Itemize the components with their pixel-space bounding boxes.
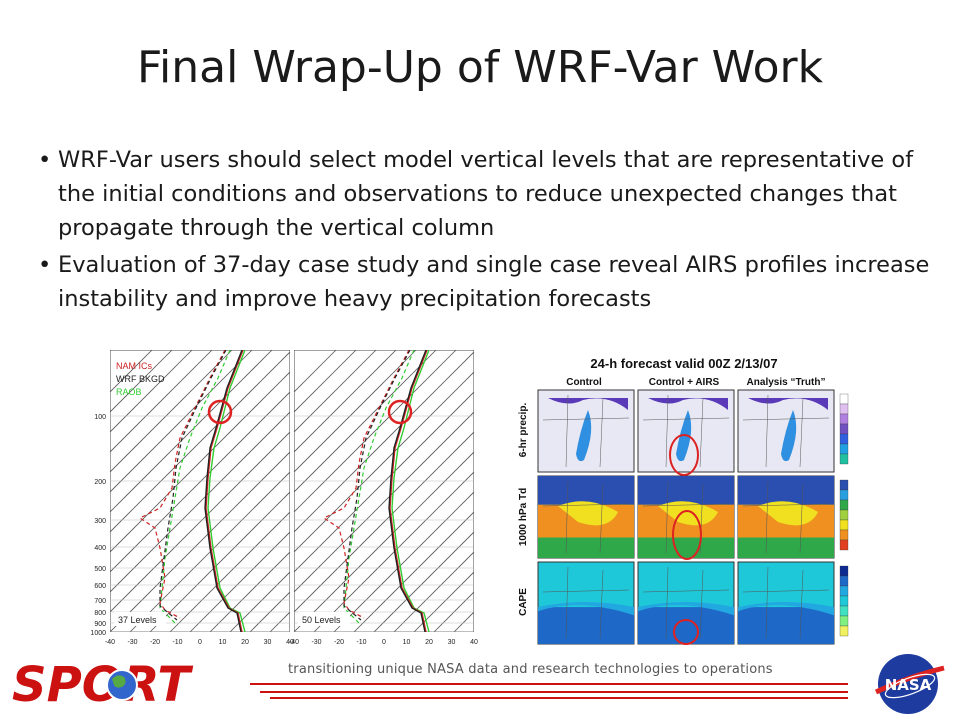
panel-label-37: 37 Levels	[118, 615, 157, 625]
footer-rule	[250, 683, 848, 699]
temperature-tick-label: 0	[198, 639, 202, 646]
map-panel	[637, 389, 735, 473]
bullet-text: WRF-Var users should select model vertic…	[58, 147, 914, 241]
map-panel	[637, 475, 735, 559]
pressure-tick-label: 600	[94, 583, 106, 590]
bullet-text: Evaluation of 37-day case study and sing…	[58, 252, 930, 312]
panel-label-box	[298, 612, 350, 626]
bullet-item: • Evaluation of 37-day case study and sin…	[38, 248, 938, 316]
temperature-tick-label: 20	[241, 639, 249, 646]
map-colorbar	[839, 479, 849, 551]
maps-row-cape: CAPE	[518, 588, 529, 616]
pressure-tick-label: 400	[94, 545, 106, 552]
temperature-tick-label: 10	[403, 639, 411, 646]
skewt-panel-50	[294, 350, 474, 632]
temperature-tick-label: -40	[289, 639, 299, 646]
pressure-tick-label: 1000	[90, 630, 106, 637]
nasa-logo: NASA	[874, 654, 945, 714]
legend-raob: RAOB	[116, 387, 142, 397]
temperature-tick-label: -10	[172, 639, 182, 646]
maps-column-airs: Control + AIRS	[649, 377, 720, 388]
legend-nam: NAM ICs	[116, 361, 153, 371]
map-panel	[537, 475, 635, 559]
pressure-tick-label: 200	[94, 479, 106, 486]
bullet-dot-icon: •	[38, 147, 52, 173]
skewt-panel-37	[110, 350, 290, 632]
sport-logo: SPORT	[12, 657, 193, 713]
map-panel	[537, 561, 635, 645]
temperature-tick-label: -40	[105, 639, 115, 646]
bullet-item: • WRF-Var users should select model verti…	[38, 143, 938, 245]
pressure-axis: 100 200 300 400 500 600 700 800 900 1000	[90, 414, 106, 637]
temperature-tick-label: 40	[470, 639, 478, 646]
temperature-axis: -40 -30 -20 -10 0 10 20 30 40-40 -30 -20 -10 0 10 20 30…	[105, 639, 478, 646]
maps-row-td: 1000 hPa Td	[518, 488, 529, 546]
map-colorbar	[839, 565, 849, 637]
pressure-tick-label: 500	[94, 566, 106, 573]
maps-title: 24-h forecast valid 00Z 2/13/07	[590, 356, 777, 371]
footer-tagline: transitioning unique NASA data and resea…	[288, 662, 773, 677]
pressure-tick-label: 800	[94, 610, 106, 617]
temperature-tick-label: -20	[334, 639, 344, 646]
bullet-dot-icon: •	[38, 252, 52, 278]
highlight-ellipse-icon	[672, 510, 702, 560]
legend-wrf: WRF BKGD	[116, 374, 165, 384]
highlight-circle-icon	[207, 399, 233, 425]
temperature-tick-label: 30	[264, 639, 272, 646]
bullet-list: • WRF-Var users should select model verti…	[38, 143, 938, 319]
nasa-logo-text: NASA	[885, 676, 932, 694]
highlight-circle-icon	[673, 619, 699, 645]
map-panel	[737, 475, 835, 559]
pressure-tick-label: 300	[94, 518, 106, 525]
maps-column-control: Control	[566, 377, 602, 388]
sport-logo-text: SPORT	[12, 657, 193, 713]
temperature-tick-label: -30	[127, 639, 137, 646]
maps-row-precip: 6-hr precip.	[518, 403, 529, 458]
forecast-maps-figure: 24-h forecast valid 00Z 2/13/07 Control …	[518, 356, 849, 645]
temperature-tick-label: -10	[356, 639, 366, 646]
pressure-tick-label: 700	[94, 598, 106, 605]
panel-label-box	[114, 612, 166, 626]
temperature-tick-label: -30	[311, 639, 321, 646]
highlight-ellipse-icon	[669, 434, 699, 476]
map-panel	[637, 561, 735, 645]
panel-label-50: 50 Levels	[302, 615, 341, 625]
temperature-tick-label: -20	[150, 639, 160, 646]
temperature-tick-label: 10	[219, 639, 227, 646]
temperature-tick-label: 40	[286, 639, 294, 646]
map-panel	[537, 389, 635, 473]
highlight-circle-icon	[387, 399, 413, 425]
pressure-tick-label: 900	[94, 621, 106, 628]
maps-column-truth: Analysis “Truth”	[747, 377, 826, 388]
temperature-tick-label: 0	[382, 639, 386, 646]
temperature-tick-label: 20	[425, 639, 433, 646]
map-colorbar	[839, 393, 849, 465]
temperature-tick-label: 30	[448, 639, 456, 646]
nasa-meatball-icon	[878, 654, 938, 714]
slide-title: Final Wrap-Up of WRF-Var Work	[136, 42, 824, 93]
map-panel	[737, 389, 835, 473]
map-panel	[737, 561, 835, 645]
pressure-tick-label: 100	[94, 414, 106, 421]
